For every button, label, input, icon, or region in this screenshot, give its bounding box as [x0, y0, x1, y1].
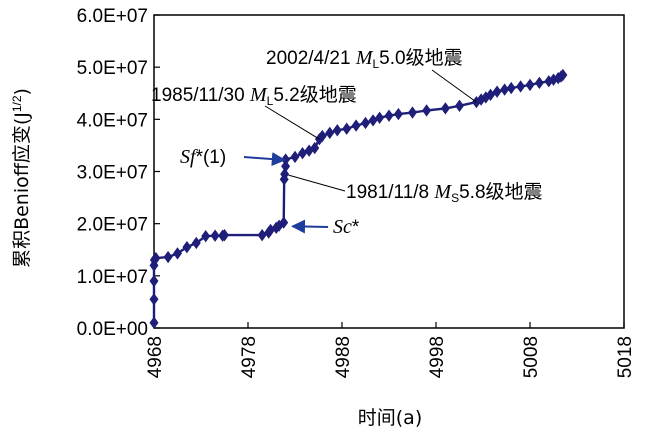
annotation-2002-mag-symbol: M	[355, 47, 374, 69]
annotation-1981-mag-symbol: M	[433, 181, 452, 203]
data-point	[191, 236, 201, 250]
annotation-1985-mag-value: 5.2	[273, 85, 299, 106]
x-axis-title: 时间(a)	[358, 407, 422, 429]
axes-layer: 0.0E+00 1.0E+07 2.0E+07 3.0E+07 4.0E+07 5.0E+…	[77, 6, 636, 378]
annotation-2002-suffix: 级地震	[406, 47, 463, 69]
y-axis-title-prefix: 累积Benioff应变(J	[11, 112, 33, 268]
annotation-1985-mag-symbol: M	[249, 84, 268, 106]
arrow-sc	[291, 219, 329, 234]
data-point	[455, 99, 464, 112]
data-point	[210, 229, 220, 242]
data-point	[500, 83, 510, 96]
annotation-1981-mag-value: 5.8	[459, 182, 485, 203]
data-point	[201, 230, 211, 243]
data-point	[325, 126, 335, 140]
data-point	[516, 80, 526, 93]
y-tick-label: 4.0E+07	[77, 110, 148, 131]
annotation-2002-date: 2002/4/21	[266, 48, 356, 69]
data-point	[220, 228, 229, 242]
data-point	[149, 293, 159, 306]
data-point	[440, 102, 450, 115]
leader-line-1985	[264, 105, 320, 140]
data-point	[151, 251, 161, 265]
annotation-sc-rest: *	[352, 217, 360, 238]
annotation-sc-main: Sc	[333, 216, 352, 238]
leader-line-2002	[431, 69, 477, 103]
annotation-1985-mag-sub: L	[267, 94, 274, 108]
x-tick-label: 5008	[521, 336, 542, 378]
y-tick-label: 2.0E+07	[77, 215, 148, 236]
data-point	[280, 167, 290, 181]
annotation-1981-date: 1981/11/8	[346, 182, 434, 203]
data-point	[368, 114, 378, 127]
annotation-sf-main: Sf	[180, 146, 198, 168]
annotation-1981-mag-sub: S	[451, 191, 459, 205]
data-point	[375, 111, 385, 124]
y-axis-title-exponent: 1/2	[10, 95, 24, 112]
data-point	[149, 316, 159, 329]
annotation-sc-label: Sc*	[333, 216, 360, 238]
data-point	[351, 119, 361, 132]
annotation-sf-label: Sf*(1)	[180, 146, 226, 168]
x-tick-label: 4998	[427, 336, 448, 378]
x-tick-label: 5018	[615, 336, 636, 378]
annotation-2002-mag-value: 5.0	[379, 48, 405, 69]
data-point	[317, 129, 327, 143]
data-point	[257, 228, 267, 242]
data-point	[298, 147, 308, 160]
arrow-sf	[243, 152, 286, 167]
x-tick-label: 4978	[239, 336, 260, 378]
data-point	[163, 250, 173, 264]
y-tick-label: 1.0E+07	[77, 267, 148, 288]
data-point	[384, 109, 394, 122]
annotation-1985-label: 1985/11/30 ML5.2级地震	[151, 84, 357, 108]
data-point	[492, 85, 502, 98]
x-tick-label: 4968	[145, 336, 166, 378]
data-point	[332, 124, 342, 137]
y-tick-label: 5.0E+07	[77, 58, 148, 79]
annotation-layer: 2002/4/21 ML5.0级地震 1985/11/30 ML5.2级地震 1…	[10, 47, 543, 429]
data-point	[173, 247, 182, 260]
data-point	[525, 78, 535, 92]
data-point	[279, 216, 289, 229]
annotation-1981-suffix: 级地震	[486, 181, 543, 203]
data-point	[149, 274, 159, 288]
y-axis-title-suffix: )	[11, 88, 33, 95]
data-point	[342, 122, 352, 135]
annotation-2002-label: 2002/4/21 ML5.0级地震	[266, 47, 463, 71]
y-tick-label: 0.0E+00	[77, 319, 148, 340]
y-tick-label: 6.0E+07	[77, 6, 148, 27]
annotation-1985-date: 1985/11/30	[151, 85, 250, 106]
annotation-1985-suffix: 级地震	[300, 84, 357, 106]
x-tick-label: 4988	[333, 336, 354, 378]
annotation-1981-label: 1981/11/8 MS5.8级地震	[346, 181, 543, 205]
data-point	[534, 76, 544, 89]
data-point	[506, 81, 516, 95]
data-point	[422, 104, 432, 117]
data-point	[182, 240, 192, 254]
data-point	[310, 141, 320, 155]
data-point	[558, 68, 568, 82]
data-point	[486, 88, 496, 101]
data-point	[408, 106, 417, 119]
y-tick-label: 3.0E+07	[77, 163, 148, 184]
leader-line-1981	[288, 174, 346, 192]
data-point	[393, 107, 403, 121]
annotation-2002-mag-sub: L	[372, 57, 379, 71]
data-point	[361, 116, 370, 130]
y-axis-title: 累积Benioff应变(J1/2)	[10, 88, 33, 268]
data-point	[290, 150, 300, 164]
annotation-sf-rest: *(1)	[196, 147, 227, 168]
